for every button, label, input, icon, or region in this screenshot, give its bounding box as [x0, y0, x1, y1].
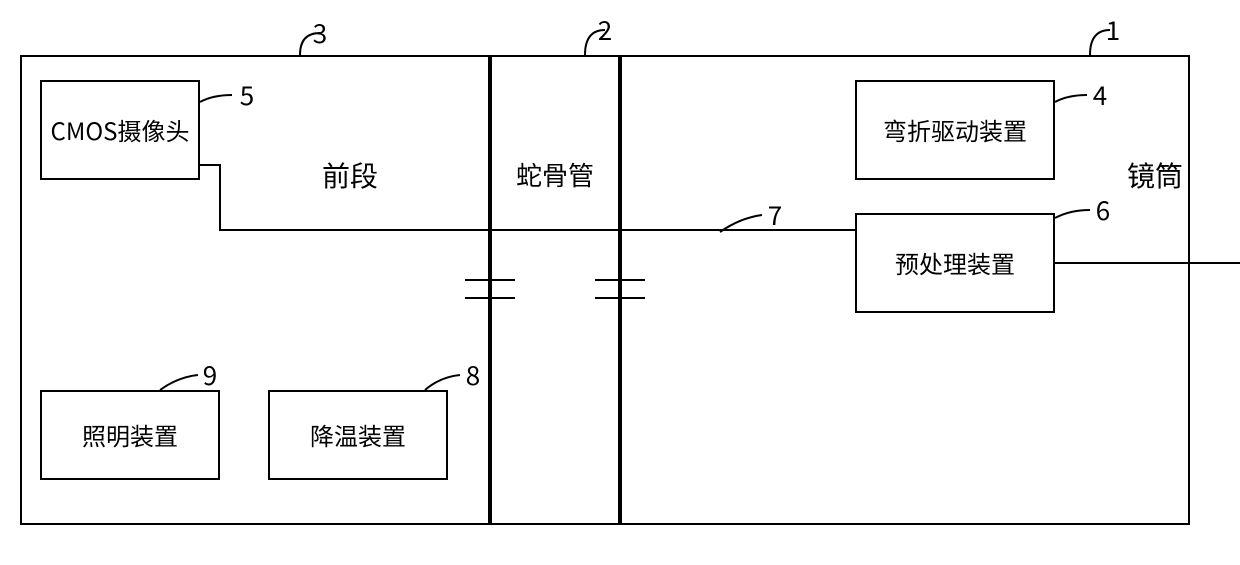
block-cooling: 降温装置: [268, 390, 448, 480]
num-3: 3: [305, 18, 335, 48]
block-lighting: 照明装置: [40, 390, 220, 480]
num-7: 7: [760, 200, 790, 230]
num-4: 4: [1085, 80, 1115, 110]
block-bend-drive: 弯折驱动装置: [855, 80, 1055, 180]
num-9: 9: [195, 360, 225, 390]
num-8: 8: [458, 360, 488, 390]
label-preprocess: 预处理装置: [857, 215, 1053, 311]
label-snake-tube: 蛇骨管: [490, 145, 620, 205]
block-cmos-camera: CMOS摄像头: [40, 80, 200, 180]
label-front-section: 前段: [260, 145, 440, 205]
label-lens-barrel: 镜筒: [1115, 145, 1195, 205]
block-preprocess: 预处理装置: [855, 213, 1055, 313]
label-lighting: 照明装置: [42, 392, 218, 478]
num-6: 6: [1088, 195, 1118, 225]
label-bend-drive: 弯折驱动装置: [857, 82, 1053, 178]
num-5: 5: [232, 80, 262, 110]
label-cmos-camera: CMOS摄像头: [42, 82, 198, 178]
num-2: 2: [590, 15, 620, 45]
num-1: 1: [1098, 15, 1128, 45]
label-cooling: 降温装置: [270, 392, 446, 478]
block-snake-tube: [490, 55, 620, 525]
